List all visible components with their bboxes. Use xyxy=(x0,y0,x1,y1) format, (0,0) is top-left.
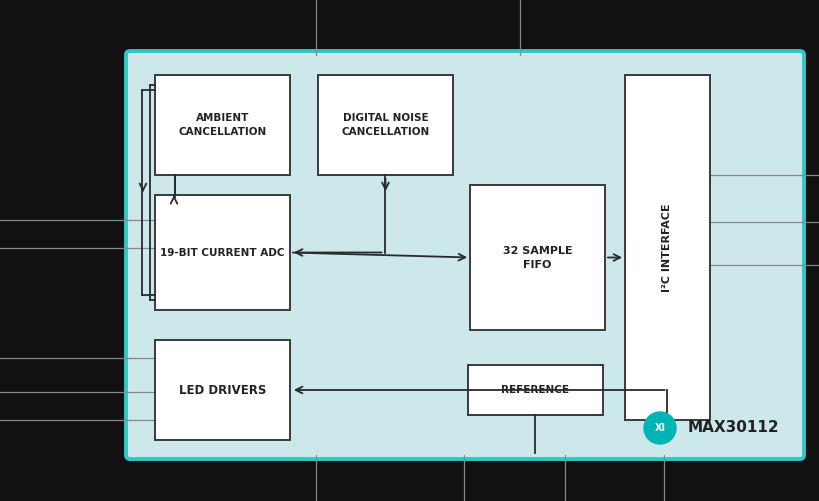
Text: 19-BIT CURRENT ADC: 19-BIT CURRENT ADC xyxy=(160,247,284,258)
Text: DIGITAL NOISE
CANCELLATION: DIGITAL NOISE CANCELLATION xyxy=(341,113,429,137)
Text: LED DRIVERS: LED DRIVERS xyxy=(179,383,266,396)
Bar xyxy=(318,75,452,175)
Text: 32 SAMPLE
FIFO: 32 SAMPLE FIFO xyxy=(502,245,572,270)
Circle shape xyxy=(643,412,675,444)
Bar xyxy=(155,75,290,175)
Bar xyxy=(155,340,290,440)
Text: AMBIENT
CANCELLATION: AMBIENT CANCELLATION xyxy=(179,113,266,137)
FancyBboxPatch shape xyxy=(126,51,803,459)
Text: XI: XI xyxy=(654,423,665,433)
Text: MAX30112: MAX30112 xyxy=(687,420,779,435)
Text: REFERENCE: REFERENCE xyxy=(501,385,569,395)
Bar xyxy=(624,75,709,420)
Bar xyxy=(155,195,290,310)
Bar xyxy=(468,365,602,415)
Text: I²C INTERFACE: I²C INTERFACE xyxy=(662,203,672,292)
Bar xyxy=(469,185,604,330)
